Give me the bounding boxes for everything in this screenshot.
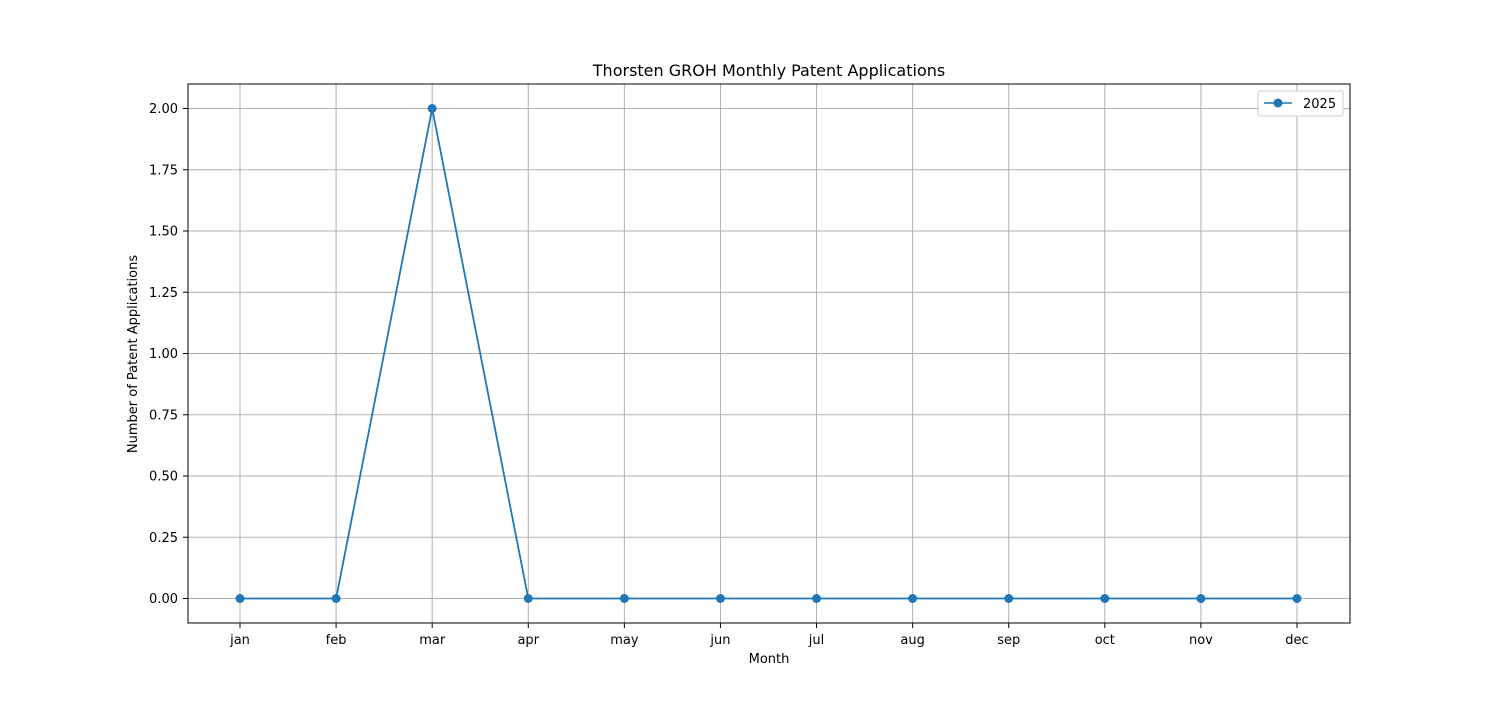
x-tick-label: sep [997, 633, 1020, 648]
x-tick-label: dec [1285, 633, 1308, 648]
y-tick-label: 1.75 [149, 163, 178, 178]
x-tick-label: nov [1189, 633, 1213, 648]
x-tick-label: jun [709, 633, 730, 648]
data-point [812, 594, 821, 603]
data-point [332, 594, 341, 603]
data-point [1196, 594, 1205, 603]
chart-title: Thorsten GROH Monthly Patent Application… [592, 61, 945, 80]
y-tick-label: 1.00 [149, 347, 178, 362]
y-tick-label: 0.00 [149, 592, 178, 607]
y-tick-label: 0.75 [149, 408, 178, 423]
data-point [908, 594, 917, 603]
x-tick-label: may [610, 633, 639, 648]
y-tick-label: 0.25 [149, 531, 178, 546]
data-point [1293, 594, 1302, 603]
data-point [1004, 594, 1013, 603]
y-tick-label: 2.00 [149, 102, 178, 117]
data-point [236, 594, 245, 603]
y-tick-label: 1.50 [149, 225, 178, 240]
x-tick-label: oct [1095, 633, 1115, 648]
y-tick-label: 0.50 [149, 470, 178, 485]
axis-ticks: jan feb mar apr may jun jul aug sep oct nov dec 0.00… [149, 102, 1309, 648]
y-tick-label: 1.25 [149, 286, 178, 301]
grid [188, 84, 1350, 623]
legend-label: 2025 [1303, 97, 1336, 112]
data-point [524, 594, 533, 603]
x-tick-label: mar [419, 633, 446, 648]
y-axis-title: Number of Patent Applications [126, 255, 141, 453]
x-tick-label: jan [229, 633, 250, 648]
data-point [428, 104, 437, 113]
data-point [716, 594, 725, 603]
x-axis-title: Month [749, 652, 790, 667]
data-point [1100, 594, 1109, 603]
legend-marker [1274, 99, 1283, 108]
data-point [620, 594, 629, 603]
x-tick-label: apr [517, 633, 539, 648]
legend: 2025 [1258, 91, 1343, 116]
x-tick-label: jul [808, 633, 824, 648]
x-tick-label: aug [900, 633, 924, 648]
x-tick-label: feb [326, 633, 347, 648]
